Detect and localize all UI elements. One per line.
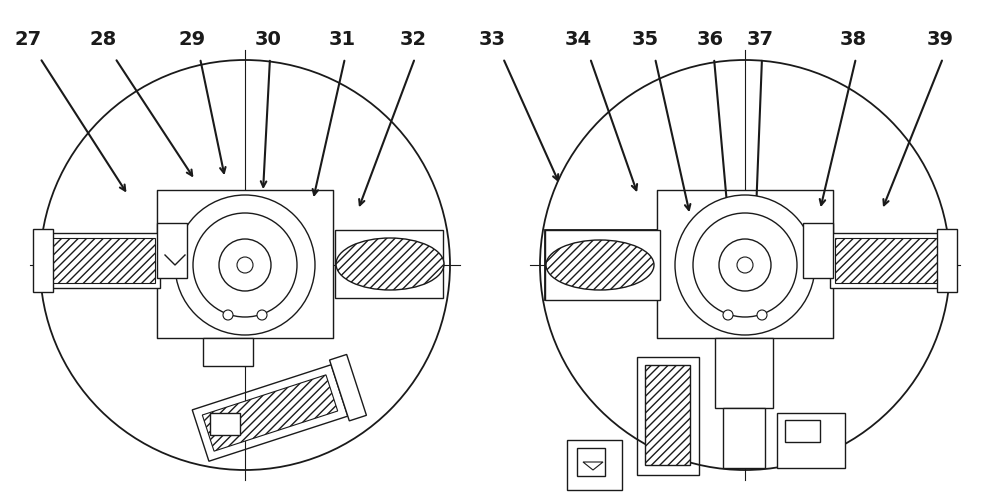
Text: 29: 29 xyxy=(178,30,206,49)
Polygon shape xyxy=(330,355,366,421)
Circle shape xyxy=(540,60,950,470)
Ellipse shape xyxy=(546,240,654,290)
Bar xyxy=(835,238,950,283)
Bar xyxy=(715,338,773,408)
Circle shape xyxy=(237,257,253,273)
Bar xyxy=(830,233,955,288)
Text: 33: 33 xyxy=(479,30,506,49)
Circle shape xyxy=(219,239,271,291)
Bar xyxy=(657,190,833,338)
Circle shape xyxy=(675,195,815,335)
Bar xyxy=(547,235,655,295)
Text: 32: 32 xyxy=(399,30,427,49)
Text: 36: 36 xyxy=(696,30,724,49)
Bar xyxy=(157,223,187,278)
Bar xyxy=(937,229,957,292)
Bar xyxy=(777,413,845,468)
Polygon shape xyxy=(645,365,690,465)
Ellipse shape xyxy=(336,238,444,290)
Circle shape xyxy=(757,310,767,320)
Circle shape xyxy=(719,239,771,291)
Circle shape xyxy=(40,60,450,470)
Bar xyxy=(785,420,820,442)
Circle shape xyxy=(737,257,753,273)
Bar xyxy=(203,338,253,366)
Bar xyxy=(567,440,622,490)
Text: 39: 39 xyxy=(926,30,954,49)
Circle shape xyxy=(223,310,233,320)
Circle shape xyxy=(193,213,297,317)
Bar xyxy=(637,357,699,475)
Text: 27: 27 xyxy=(14,30,42,49)
Bar xyxy=(723,408,765,468)
Polygon shape xyxy=(583,462,603,470)
Circle shape xyxy=(723,310,733,320)
Bar xyxy=(210,413,240,435)
Text: 38: 38 xyxy=(839,30,867,49)
Text: 30: 30 xyxy=(255,30,281,49)
Text: 28: 28 xyxy=(89,30,117,49)
Bar xyxy=(803,223,833,278)
Text: 31: 31 xyxy=(328,30,356,49)
Bar xyxy=(33,229,53,292)
Polygon shape xyxy=(202,375,338,451)
Bar xyxy=(157,190,333,338)
Text: 35: 35 xyxy=(631,30,659,49)
Bar xyxy=(577,448,605,476)
Bar xyxy=(35,233,160,288)
Text: 34: 34 xyxy=(564,30,592,49)
Circle shape xyxy=(693,213,797,317)
Bar xyxy=(545,230,665,300)
Text: 37: 37 xyxy=(746,30,774,49)
Circle shape xyxy=(175,195,315,335)
Bar xyxy=(40,238,155,283)
Circle shape xyxy=(257,310,267,320)
Bar xyxy=(545,230,660,300)
Bar xyxy=(335,230,443,298)
